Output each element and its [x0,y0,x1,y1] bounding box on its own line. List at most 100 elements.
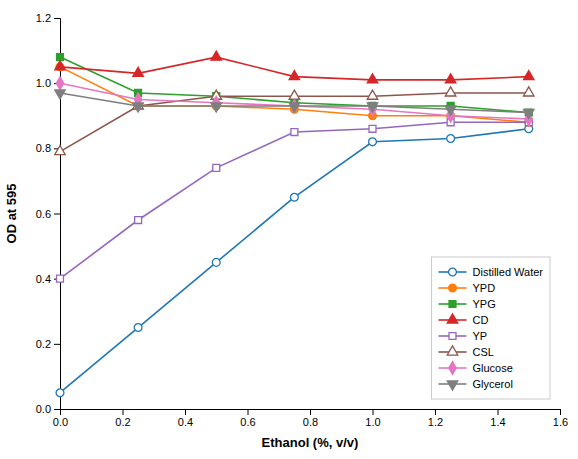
point [367,90,378,99]
tick: 1.2 [36,12,60,24]
point [57,275,64,282]
tick: 0.0 [53,409,68,428]
tick: 0.2 [36,338,60,350]
tick-label: 0.2 [36,338,51,350]
point [447,135,455,143]
tick: 0.6 [240,409,255,428]
legend-label: CSL [473,346,494,358]
point [445,106,456,115]
point [56,77,63,90]
legend-symbol [449,333,456,340]
tick-label: 0.6 [36,208,51,220]
tick-label: 1.0 [365,416,380,428]
tick: 1.6 [553,409,568,428]
tick-label: 0.6 [240,416,255,428]
point [212,258,220,266]
y-axis: 0.0 0.2 0.4 0.6 0.8 1.0 1.2 [36,12,61,415]
tick-label: 0.4 [178,416,193,428]
point [523,87,534,96]
point [289,71,300,80]
tick-mark [435,409,436,415]
tick: 0.4 [178,409,193,428]
point [369,125,376,132]
legend: Distilled WaterYPDYPGCDYPCSLGlucoseGlyce… [432,257,551,399]
tick-label: 0.2 [115,416,130,428]
plot-area: 0.00.20.40.60.81.01.21.41.60.00.20.40.60… [36,12,568,428]
legend-item: CSL [439,346,494,358]
tick-label: 1.0 [36,77,51,89]
legend-label: Glucose [473,362,513,374]
point [291,129,298,136]
tick: 0.0 [36,403,60,415]
line [60,83,529,119]
tick-mark [54,18,60,19]
legend-item: YPG [439,298,496,310]
point [367,103,378,112]
tick-label: 0.0 [36,403,51,415]
x-axis: 0.0 0.2 0.4 0.6 0.8 1.0 1.2 1.4 1.6 [53,409,568,428]
point [445,87,456,96]
tick: 0.2 [115,409,130,428]
tick: 1.4 [490,409,505,428]
legend-label: YP [473,330,488,342]
point [211,103,222,112]
legend-item: Glucose [439,362,513,375]
legend-item: YP [439,330,488,342]
point [445,74,456,83]
tick-mark [248,409,249,415]
legend-item: CD [439,314,489,326]
tick: 1.0 [365,409,380,428]
line [60,93,529,113]
legend-symbol [449,301,456,308]
line [60,93,529,152]
point [367,74,378,83]
point [523,71,534,80]
legend-label: CD [473,314,489,326]
legend-symbol [449,362,456,375]
tick-mark [498,409,499,415]
tick-label: 1.2 [428,416,443,428]
point [369,138,377,146]
y-axis-title: OD at 595 [4,184,19,244]
point [289,90,300,99]
tick: 1.2 [428,409,443,428]
legend-label: YPG [473,298,496,310]
legend-symbol [447,346,458,355]
legend-symbol [449,284,457,292]
point [56,389,64,397]
line [60,122,529,278]
point [289,103,300,112]
point [135,217,142,224]
tick-label: 0.8 [303,416,318,428]
line [60,57,529,112]
point [55,61,66,70]
point [523,109,534,118]
series [56,77,532,126]
legend-label: YPD [473,282,496,294]
line [60,67,529,122]
point [55,90,66,99]
axis-line [61,410,561,416]
legend-item: YPD [439,282,496,294]
tick-mark [123,409,124,415]
tick-label: 0.4 [36,273,51,285]
chart: 0.00.20.40.60.81.01.21.41.60.00.20.40.60… [0,0,578,459]
point [133,67,144,76]
x-axis-title: Ethanol (%, v/v) [262,435,359,450]
point [290,193,298,201]
tick-label: 0.8 [36,142,51,154]
tick-mark [54,344,60,345]
tick-label: 0.0 [53,416,68,428]
point [133,103,144,112]
legend-symbol [449,268,457,276]
tick: 0.8 [303,409,318,428]
point [134,324,142,332]
legend-label: Glycerol [473,378,513,390]
tick-mark [310,409,311,415]
tick: 0.6 [36,208,60,220]
line [60,57,529,80]
tick-mark [54,214,60,215]
series [55,51,534,83]
legend-symbol [447,314,458,323]
tick-mark [185,409,186,415]
